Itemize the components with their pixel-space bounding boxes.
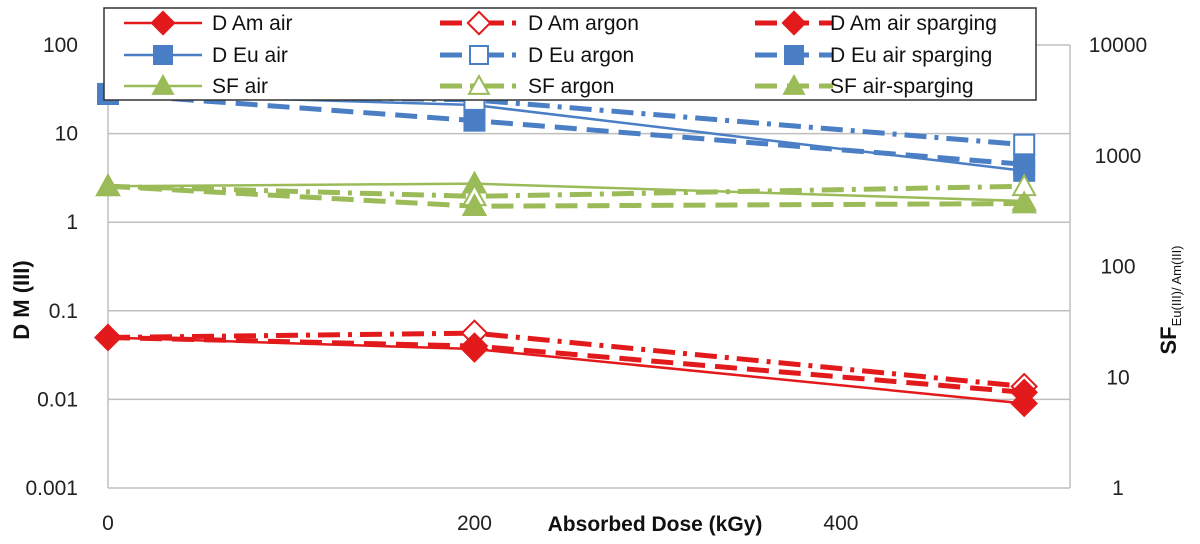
legend-marker-d-eu-air-sparging bbox=[784, 45, 804, 65]
legend-label-d-eu-argon: D Eu argon bbox=[528, 44, 634, 67]
legend-label-sf-air-sparging: SF air-sparging bbox=[830, 75, 974, 98]
series-line-d-am-air bbox=[107, 336, 1025, 405]
plot-frame bbox=[107, 45, 1071, 489]
x-tick-label: 200 bbox=[457, 512, 492, 535]
legend-marker-d-eu-air bbox=[153, 45, 173, 65]
x-tick-labels: 0 200 400 bbox=[102, 512, 858, 535]
legend-marker-sf-air-sparging bbox=[782, 74, 806, 95]
left-tick-label: 0.001 bbox=[25, 477, 78, 500]
legend-box bbox=[103, 7, 1037, 101]
data-point-d-am-air-sparging bbox=[94, 323, 122, 352]
left-tick-label: 0.1 bbox=[49, 300, 78, 323]
left-tick-label: 100 bbox=[43, 34, 78, 57]
x-axis-title: Absorbed Dose (kGy) bbox=[548, 513, 763, 536]
data-point-d-eu-argon bbox=[1013, 133, 1036, 156]
legend: D Am air D Am argon D Am air sparging D Eu … bbox=[103, 7, 1037, 101]
right-tick-label: 10 bbox=[1106, 366, 1129, 389]
legend-label-d-am-air: D Am air bbox=[212, 12, 293, 35]
data-point-d-eu-air-sparging bbox=[1013, 153, 1036, 176]
left-tick-labels: 0.001 0.01 0.1 1 10 100 bbox=[25, 34, 78, 500]
y-axis-title-right: SFEu(III)/ Am(III) bbox=[1156, 245, 1184, 354]
legend-marker-d-eu-argon bbox=[469, 45, 489, 65]
legend-marker-d-am-air-sparging bbox=[781, 10, 807, 36]
left-tick-label: 0.01 bbox=[37, 388, 78, 411]
data-point-sf-air-sparging bbox=[1011, 190, 1037, 214]
legend-label-sf-air: SF air bbox=[212, 75, 268, 98]
right-tick-label: 100 bbox=[1100, 256, 1135, 279]
legend-label-d-eu-air: D Eu air bbox=[212, 44, 288, 67]
x-tick-label: 0 bbox=[102, 512, 114, 535]
y-axis-title-right-sub: Eu(III)/ Am(III) bbox=[1169, 245, 1184, 326]
legend-label-d-am-air-sparging: D Am air sparging bbox=[830, 12, 997, 35]
y-axis-title-left: D M (III) bbox=[9, 260, 34, 339]
legend-label-d-am-argon: D Am argon bbox=[528, 12, 639, 35]
right-tick-labels: 1 10 100 1000 10000 bbox=[1089, 34, 1147, 500]
data-point-d-am-air-sparging bbox=[1010, 378, 1039, 407]
legend-label-sf-argon: SF argon bbox=[528, 75, 614, 98]
data-point-sf-air-sparging bbox=[461, 193, 488, 217]
x-tick-label: 400 bbox=[823, 512, 858, 535]
legend-marker-sf-air bbox=[151, 74, 175, 95]
legend-marker-d-am-argon bbox=[466, 10, 492, 36]
right-tick-label: 1000 bbox=[1095, 145, 1142, 168]
right-tick-label: 10000 bbox=[1089, 34, 1147, 57]
y-axis-title-right-main: SF bbox=[1156, 326, 1181, 354]
data-point-d-am-air-sparging bbox=[460, 332, 489, 360]
left-tick-label: 10 bbox=[55, 123, 78, 146]
series-lines bbox=[107, 91, 1025, 405]
data-point-d-eu-air-sparging bbox=[463, 109, 486, 132]
series-line-d-eu-air-sparging bbox=[107, 91, 1025, 167]
right-tick-label: 1 bbox=[1112, 477, 1124, 500]
left-tick-label: 1 bbox=[66, 211, 78, 234]
legend-label-d-eu-air-sparging: D Eu air sparging bbox=[830, 44, 992, 67]
legend-marker-d-am-air bbox=[150, 10, 176, 36]
series-line-d-am-air-sparging bbox=[107, 334, 1025, 395]
legend-items: D Am air D Am argon D Am air sparging D Eu … bbox=[124, 10, 997, 98]
data-point-sf-air-sparging bbox=[95, 173, 121, 197]
legend-marker-sf-argon bbox=[467, 74, 491, 95]
